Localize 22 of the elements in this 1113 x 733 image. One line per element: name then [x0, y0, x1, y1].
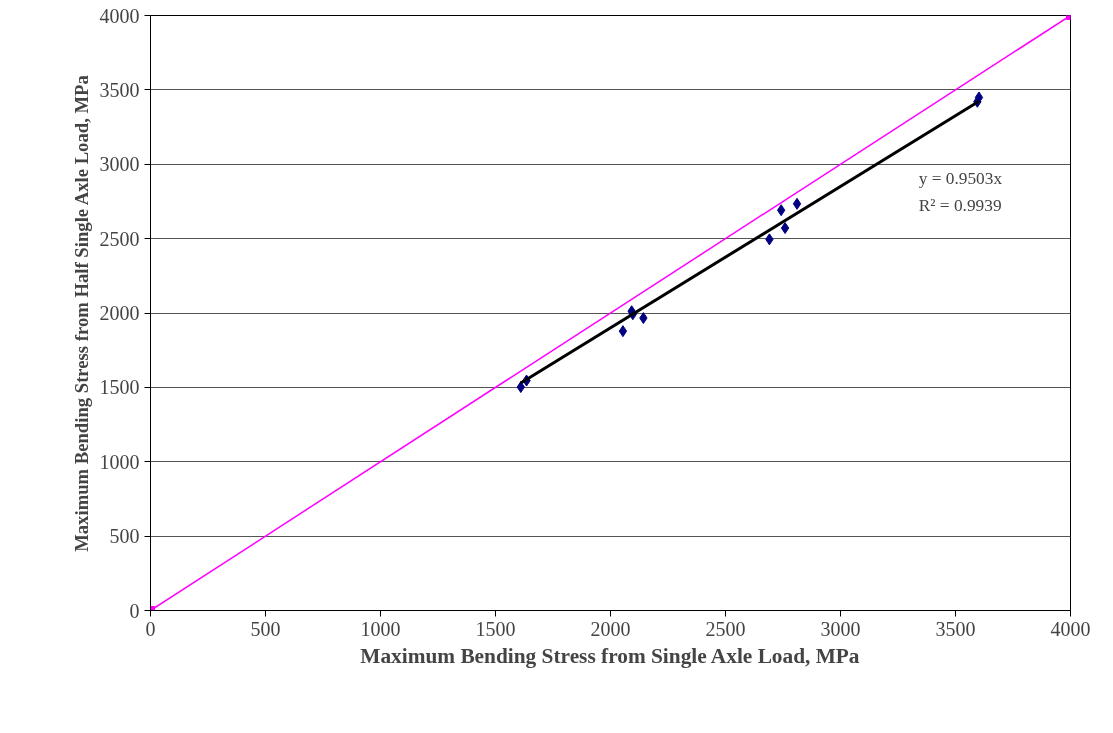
- y-tick-label: 3500: [99, 78, 140, 101]
- x-tick-label: 2000: [590, 617, 631, 640]
- y-tick-label: 1500: [99, 376, 140, 399]
- y-tick-label: 4000: [99, 4, 140, 27]
- x-tick-label: 2500: [705, 617, 746, 640]
- x-tick-label: 1500: [475, 617, 516, 640]
- y-tick-label: 0: [129, 599, 140, 622]
- y-tick-label: 1000: [99, 450, 140, 473]
- x-tick-label: 3500: [935, 617, 976, 640]
- y-tick-label: 2500: [99, 227, 140, 250]
- x-tick-label: 4000: [1050, 617, 1091, 640]
- y-tick-label: 500: [109, 525, 140, 548]
- x-tick-label: 3000: [820, 617, 861, 640]
- x-tick-label: 0: [145, 617, 156, 640]
- annotation: y = 0.9503x: [918, 169, 1003, 189]
- y-tick-label: 2000: [99, 302, 140, 324]
- x-tick-label: 500: [250, 617, 281, 640]
- y-tick-label: 3000: [99, 153, 140, 176]
- x-tick-label: 1000: [360, 617, 401, 640]
- x-axis-title: Maximum Bending Stress from Single Axle Load, MPa: [360, 643, 860, 668]
- y-axis-title: Maximum Bending Stress from Half Single Axle Load, MPa: [70, 74, 92, 552]
- annotation: R² = 0.9939: [918, 195, 1002, 215]
